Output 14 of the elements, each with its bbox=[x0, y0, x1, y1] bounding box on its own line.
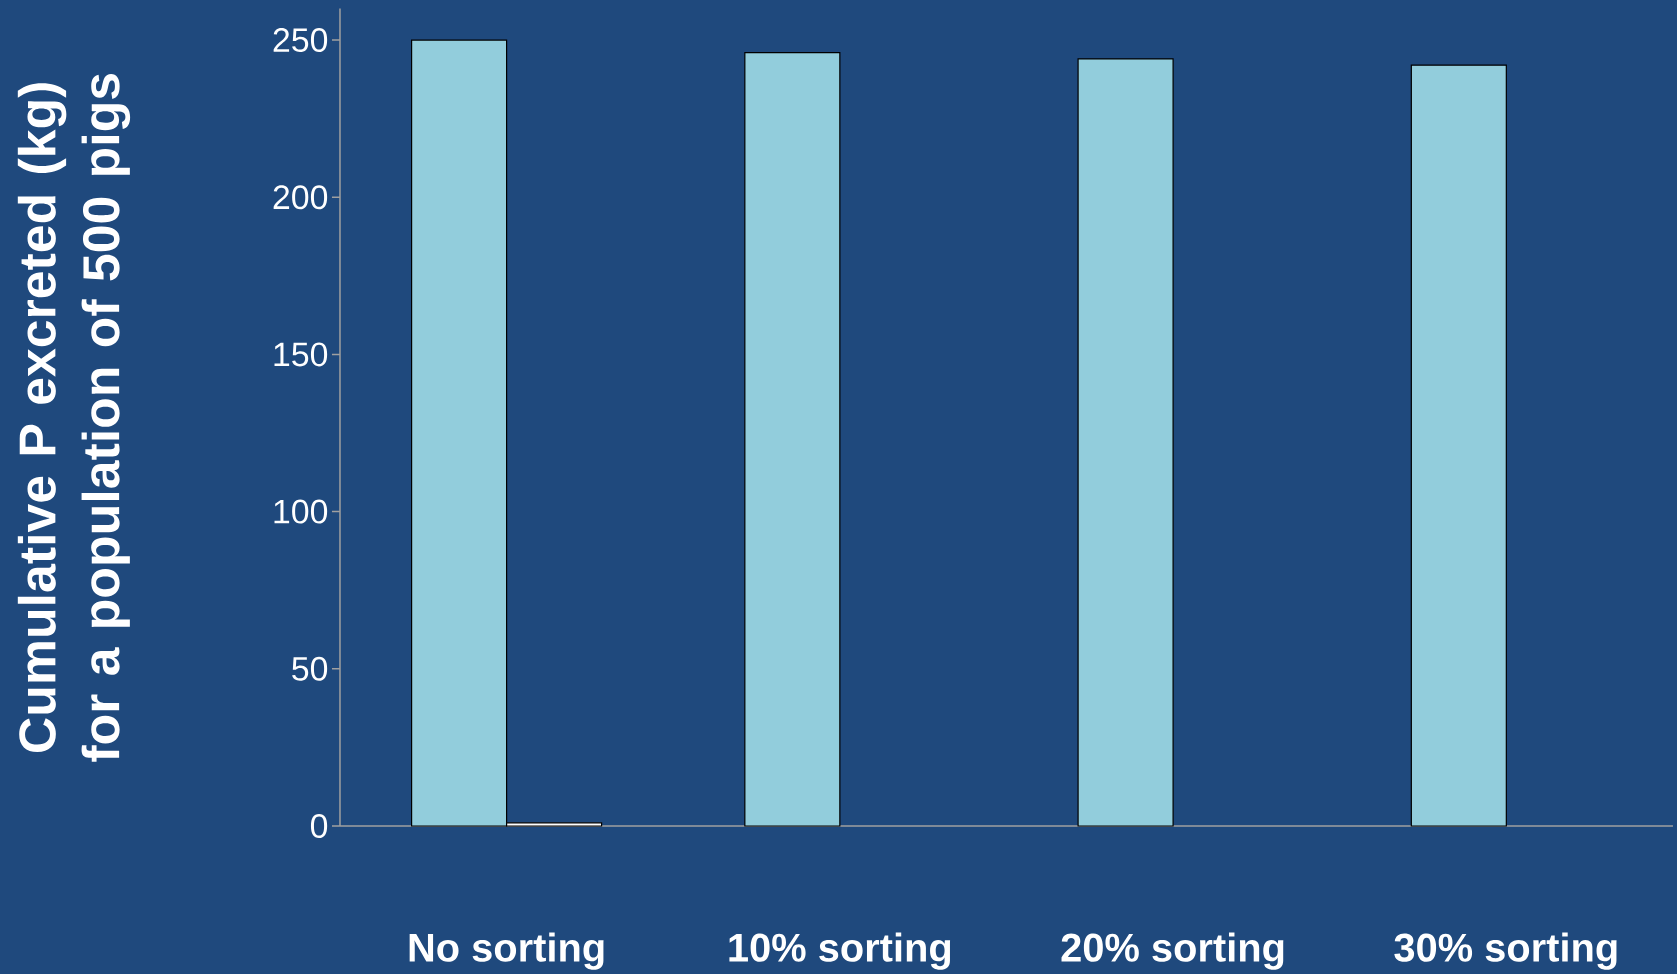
x-tick-label: 20% sorting bbox=[1061, 932, 1284, 970]
y-tick-label: 250 bbox=[273, 28, 328, 53]
y-tick-label: 50 bbox=[292, 656, 328, 681]
x-tick-label: 10% sorting bbox=[729, 932, 951, 970]
y-axis-title: Cumulative P excreted (kg) for a population of 500 pigs bbox=[17, 74, 131, 762]
y-tick-label: 0 bbox=[310, 814, 328, 838]
y-tick-label: 100 bbox=[274, 499, 328, 524]
x-tick-label: No sorting bbox=[409, 932, 604, 970]
x-tick-label: 30% sorting bbox=[1394, 932, 1617, 970]
bar bbox=[1077, 58, 1174, 827]
bar bbox=[1410, 64, 1507, 827]
bar bbox=[744, 52, 841, 827]
y-tick-label: 200 bbox=[273, 185, 328, 210]
y-tick-label: 150 bbox=[274, 342, 328, 367]
